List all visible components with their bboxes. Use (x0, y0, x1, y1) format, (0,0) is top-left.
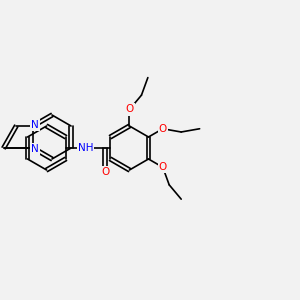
Text: N: N (31, 144, 39, 154)
Text: O: O (159, 162, 167, 172)
Text: O: O (159, 124, 167, 134)
Text: NH: NH (78, 143, 93, 153)
Text: O: O (125, 104, 134, 115)
Text: N: N (31, 120, 39, 130)
Text: O: O (101, 167, 110, 177)
